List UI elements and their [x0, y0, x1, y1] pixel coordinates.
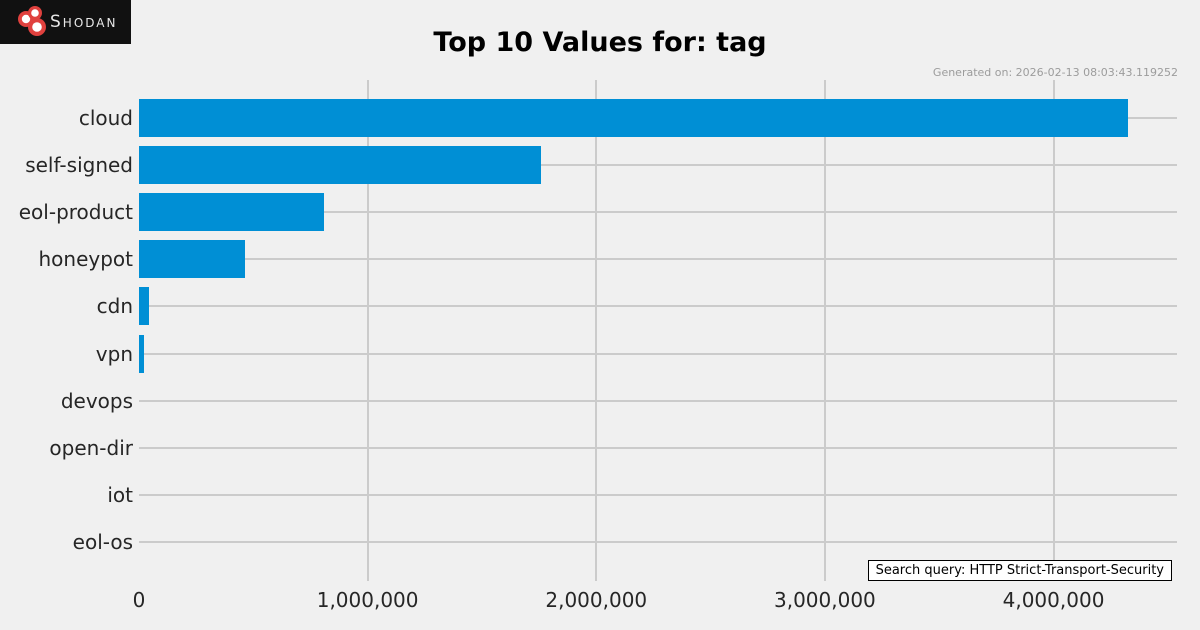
- h-gridline: [139, 305, 1177, 308]
- v-gridline: [595, 80, 598, 581]
- bar-vpn: [139, 334, 144, 373]
- h-gridline: [139, 494, 1177, 497]
- bar-cloud: [139, 98, 1128, 137]
- category-label: vpn: [95, 341, 133, 366]
- shodan-logo: Shodan: [0, 0, 131, 44]
- v-gridline: [366, 80, 369, 581]
- category-label: eol-product: [18, 199, 133, 224]
- category-label: self-signed: [25, 152, 133, 177]
- page-title: Top 10 Values for: tag: [433, 27, 767, 58]
- x-tick-label: 3,000,000: [773, 588, 876, 612]
- category-label: devops: [60, 388, 133, 413]
- x-tick-label: 4,000,000: [1002, 588, 1105, 612]
- v-gridline: [1052, 80, 1055, 581]
- category-label: cloud: [78, 105, 133, 130]
- x-tick-label: 1,000,000: [316, 588, 419, 612]
- bar-honeypot: [139, 240, 245, 279]
- bar-eol-product: [139, 192, 324, 231]
- x-tick-label: 2,000,000: [545, 588, 648, 612]
- category-label: eol-os: [72, 530, 133, 555]
- shodan-berries-icon: [18, 6, 46, 36]
- category-label: honeypot: [38, 247, 133, 272]
- h-gridline: [139, 163, 1177, 166]
- h-gridline: [139, 541, 1177, 544]
- generated-timestamp: Generated on: 2026-02-13 08:03:43.119252: [932, 66, 1178, 79]
- h-gridline: [139, 399, 1177, 402]
- x-tick-label: 0: [132, 588, 146, 612]
- h-gridline: [139, 446, 1177, 449]
- h-gridline: [139, 352, 1177, 355]
- category-label: open-dir: [49, 435, 133, 460]
- category-label: cdn: [96, 294, 133, 319]
- v-gridline: [823, 80, 826, 581]
- bar-cdn: [139, 287, 149, 326]
- h-gridline: [139, 258, 1177, 261]
- search-query-box: Search query: HTTP Strict-Transport-Secu…: [867, 560, 1172, 581]
- bar-self-signed: [139, 145, 541, 184]
- category-label: iot: [107, 483, 133, 508]
- h-gridline: [139, 210, 1177, 213]
- brand-name: Shodan: [50, 12, 118, 32]
